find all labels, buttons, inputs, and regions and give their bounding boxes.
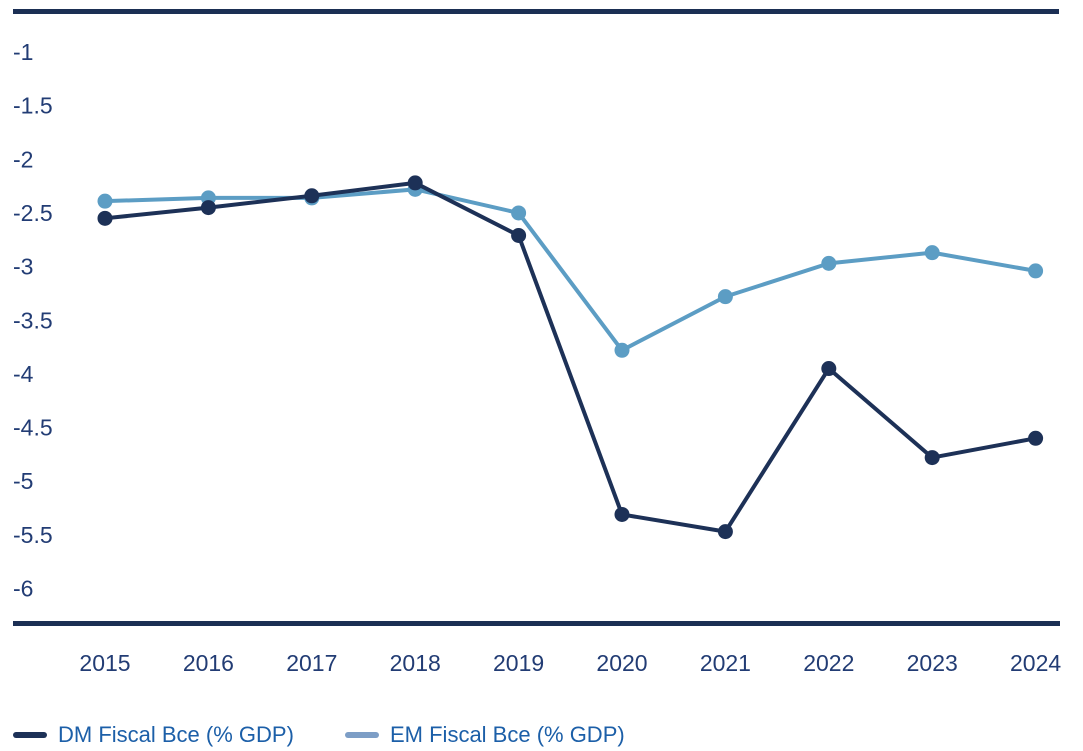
y-axis-label: -5: [13, 468, 33, 494]
data-point-dm-2022: [821, 361, 837, 377]
data-point-dm-2024: [1028, 430, 1044, 446]
x-axis-label: 2021: [700, 650, 751, 676]
x-axis-label: 2024: [1010, 650, 1061, 676]
legend-label-dm: DM Fiscal Bce (% GDP): [58, 721, 294, 747]
y-axis-label: -2.5: [13, 200, 53, 226]
x-axis-line: [13, 621, 1060, 626]
x-axis-label: 2017: [286, 650, 337, 676]
x-axis-label: 2016: [183, 650, 234, 676]
x-axis-label: 2020: [596, 650, 647, 676]
y-axis-label: -3: [13, 254, 33, 280]
legend-label-em: EM Fiscal Bce (% GDP): [390, 721, 625, 747]
data-point-em-2020: [614, 342, 630, 358]
y-axis-label: -1: [13, 39, 33, 65]
data-point-dm-2023: [924, 450, 940, 466]
data-point-dm-2019: [511, 227, 527, 243]
data-point-em-2024: [1028, 263, 1044, 279]
y-axis-label: -3.5: [13, 307, 53, 333]
legend-swatch-dm: [13, 731, 47, 738]
data-point-dm-2016: [200, 200, 216, 216]
series-line-em: [104, 187, 1036, 353]
y-axis-label: -4.5: [13, 415, 53, 441]
y-axis-label: -2: [13, 146, 33, 172]
x-axis-label: 2022: [803, 650, 854, 676]
legend-item-em: EM Fiscal Bce (% GDP): [345, 718, 625, 751]
data-point-dm-2020: [614, 506, 630, 522]
x-axis-label: 2023: [907, 650, 958, 676]
data-point-em-2015: [97, 193, 113, 209]
data-point-dm-2015: [97, 210, 113, 226]
data-point-em-2022: [821, 255, 837, 271]
data-point-dm-2018: [407, 175, 423, 191]
data-point-dm-2021: [717, 524, 733, 540]
chart-legend: DM Fiscal Bce (% GDP) EM Fiscal Bce (% G…: [0, 718, 1083, 751]
y-axis-label: -6: [13, 576, 33, 602]
chart-plot-area: -1 -1.5 -2 -2.5 -3 -3.5 -4 -4.5 -5 -5.5 -6 2015 2016…: [13, 9, 1061, 676]
legend-item-dm: DM Fiscal Bce (% GDP): [13, 718, 294, 751]
legend-swatch-em: [345, 731, 379, 738]
x-axis-label: 2018: [390, 650, 441, 676]
x-axis-label: 2019: [493, 650, 544, 676]
y-axis-label: -4: [13, 361, 34, 387]
y-axis-label: -1.5: [13, 93, 53, 119]
series-line-dm: [104, 180, 1036, 534]
chart-top-border: [13, 9, 1059, 14]
data-point-em-2021: [717, 289, 733, 305]
data-point-em-2019: [511, 205, 527, 221]
y-axis-label: -5.5: [13, 522, 53, 548]
x-axis-label: 2015: [79, 650, 130, 676]
data-point-dm-2017: [304, 188, 320, 204]
data-point-em-2023: [924, 245, 940, 261]
